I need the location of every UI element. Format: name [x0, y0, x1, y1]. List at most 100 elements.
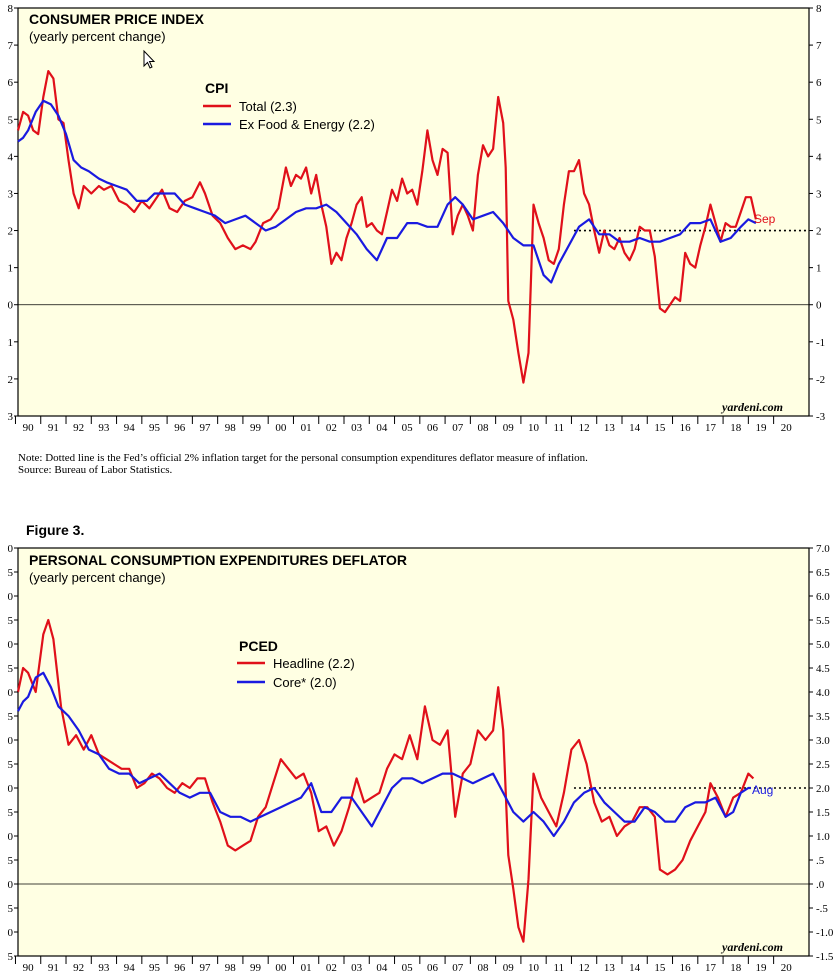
pced-ytick-label-right: .0	[816, 879, 825, 891]
pced-ytick-label-left: 0	[8, 783, 14, 795]
pced-ytick-label-right: -1.0	[816, 927, 834, 939]
cpi-ytick-label-left: 2	[8, 374, 14, 386]
cpi-ytick-label-right: 0	[816, 300, 822, 312]
pced-ytick-label-left: 5	[8, 807, 14, 819]
cpi-xtick-label: 19	[755, 422, 767, 434]
pced-ytick-label-right: -.5	[816, 903, 828, 915]
pced-xtick-label: 13	[604, 962, 616, 974]
pced-ytick-label-left: 0	[8, 639, 14, 651]
cpi-subtitle: (yearly percent change)	[29, 29, 166, 44]
cpi-xtick-label: 20	[781, 422, 793, 434]
pced-ytick-label-left: 0	[8, 927, 14, 939]
pced-ytick-label-left: 0	[8, 735, 14, 747]
cpi-ytick-label-right: 4	[816, 151, 822, 163]
cpi-xtick-label: 90	[23, 422, 35, 434]
cpi-legend-core: Ex Food & Energy (2.2)	[239, 117, 375, 132]
cpi-ytick-label-left: 5	[8, 114, 14, 126]
pced-ytick-label-left: 5	[8, 663, 14, 675]
cpi-xtick-label: 13	[604, 422, 616, 434]
cpi-ytick-label-left: 4	[8, 151, 14, 163]
pced-xtick-label: 94	[124, 962, 136, 974]
pced-ytick-label-left: 0	[8, 543, 14, 555]
cpi-xtick-label: 95	[149, 422, 161, 434]
cpi-ytick-label-right: -3	[816, 411, 826, 423]
figure-label: Figure 3.	[26, 522, 85, 538]
pced-ytick-label-right: -1.5	[816, 951, 834, 963]
pced-ytick-label-right: 7.0	[816, 543, 830, 555]
cpi-source-text: Source: Bureau of Labor Statistics.	[18, 464, 173, 476]
pced-xtick-label: 10	[528, 962, 540, 974]
pced-ytick-label-right: 1.5	[816, 807, 830, 819]
cpi-xtick-label: 99	[250, 422, 262, 434]
pced-xtick-label: 98	[225, 962, 237, 974]
cpi-xtick-label: 98	[225, 422, 237, 434]
cpi-series-line-0	[16, 70, 757, 384]
pced-ytick-label-left: 0	[8, 687, 14, 699]
pced-ytick-label-left: 0	[8, 831, 14, 843]
cpi-legend-title: CPI	[205, 80, 228, 96]
cpi-xtick-label: 94	[124, 422, 136, 434]
pced-xtick-label: 15	[654, 962, 666, 974]
cpi-xtick-label: 15	[654, 422, 666, 434]
pced-ytick-label-right: 3.5	[816, 711, 830, 723]
cpi-xtick-label: 11	[554, 422, 565, 434]
cpi-ytick-label-left: 1	[8, 337, 14, 349]
cpi-ytick-label-left: 6	[8, 77, 14, 89]
pced-xtick-label: 03	[351, 962, 363, 974]
cpi-title: CONSUMER PRICE INDEX	[29, 11, 205, 27]
pced-xtick-label: 07	[452, 962, 464, 974]
pced-xtick-label: 14	[629, 962, 641, 974]
cpi-xtick-label: 91	[48, 422, 59, 434]
cpi-xtick-label: 08	[477, 422, 489, 434]
cpi-ytick-label-left: 3	[8, 188, 14, 200]
cpi-ytick-label-left: 1	[8, 263, 14, 275]
cpi-xtick-label: 17	[705, 422, 717, 434]
cpi-ytick-label-left: 2	[8, 226, 14, 238]
cpi-ytick-label-right: 6	[816, 77, 822, 89]
pced-xtick-label: 08	[477, 962, 489, 974]
pced-xtick-label: 09	[503, 962, 515, 974]
cpi-xtick-label: 93	[98, 422, 110, 434]
pced-legend-headline: Headline (2.2)	[273, 656, 355, 671]
pced-ytick-label-right: 5.5	[816, 615, 830, 627]
cpi-xtick-label: 96	[174, 422, 186, 434]
pced-xtick-label: 12	[579, 962, 590, 974]
cpi-ytick-label-right: 8	[816, 3, 822, 15]
cpi-note-text: Note: Dotted line is the Fed’s official …	[18, 452, 588, 464]
cpi-ytick-label-right: 5	[816, 114, 822, 126]
pced-xtick-label: 11	[554, 962, 565, 974]
pced-ytick-label-right: 4.5	[816, 663, 830, 675]
pced-xtick-label: 92	[73, 962, 84, 974]
cpi-xtick-label: 12	[579, 422, 590, 434]
pced-ytick-label-right: 5.0	[816, 639, 830, 651]
cpi-xtick-label: 05	[402, 422, 414, 434]
cpi-end-label: Sep	[754, 212, 776, 226]
cpi-chart: CONSUMER PRICE INDEX (yearly percent cha…	[8, 3, 826, 434]
pced-ytick-label-right: 1.0	[816, 831, 830, 843]
pced-xtick-label: 91	[48, 962, 59, 974]
cpi-xtick-label: 16	[680, 422, 692, 434]
pced-ytick-label-right: 3.0	[816, 735, 830, 747]
pced-xtick-label: 05	[402, 962, 414, 974]
pced-xtick-label: 00	[275, 962, 287, 974]
pced-xtick-label: 20	[781, 962, 793, 974]
pced-ytick-label-right: 6.0	[816, 591, 830, 603]
cpi-xtick-label: 02	[326, 422, 337, 434]
pced-plot-area	[17, 547, 810, 957]
cpi-legend-total: Total (2.3)	[239, 99, 297, 114]
pced-ytick-label-right: .5	[816, 855, 825, 867]
mouse-cursor-icon	[143, 49, 156, 69]
pced-ytick-label-left: 5	[8, 615, 14, 627]
pced-xtick-label: 96	[174, 962, 186, 974]
pced-subtitle: (yearly percent change)	[29, 570, 166, 585]
cpi-xtick-label: 14	[629, 422, 641, 434]
pced-xtick-label: 17	[705, 962, 717, 974]
cpi-xtick-label: 06	[427, 422, 439, 434]
cpi-plot-area	[17, 7, 810, 417]
cpi-xtick-label: 00	[275, 422, 287, 434]
cpi-xtick-label: 03	[351, 422, 363, 434]
pced-xtick-label: 01	[301, 962, 312, 974]
cpi-ytick-label-right: 1	[816, 263, 822, 275]
pced-xtick-label: 99	[250, 962, 262, 974]
